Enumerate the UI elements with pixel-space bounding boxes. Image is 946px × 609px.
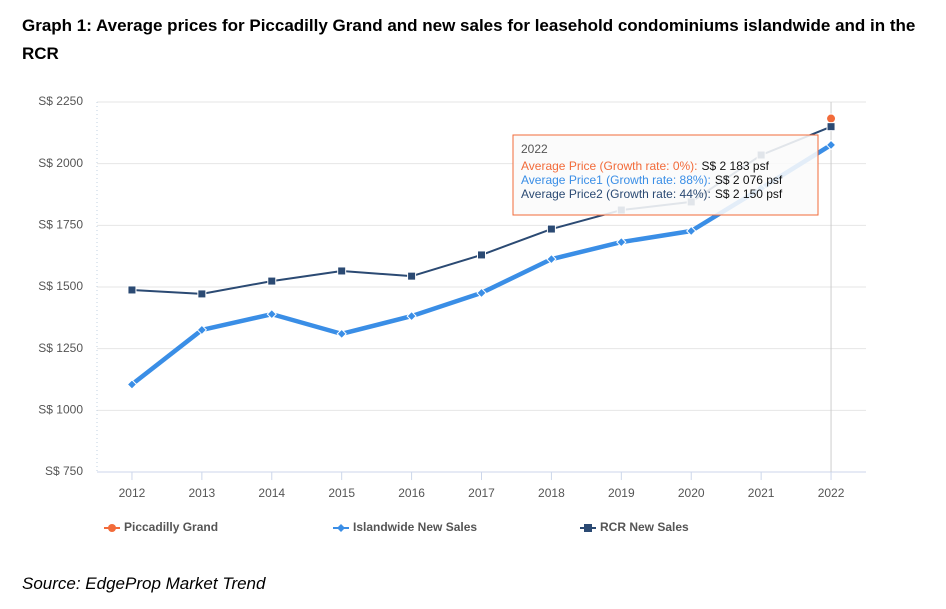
x-tick-label: 2021 xyxy=(748,486,775,500)
tooltip-label: Average Price2 (Growth rate: 44%): xyxy=(521,187,711,201)
legend-label: Piccadilly Grand xyxy=(124,520,218,534)
y-tick-label: S$ 2000 xyxy=(38,156,83,170)
tooltip: 2022 Average Price (Growth rate: 0%): S$ 2… xyxy=(512,134,819,216)
legend-marker xyxy=(108,524,116,532)
marker xyxy=(686,225,697,237)
legend-label: RCR New Sales xyxy=(600,520,689,534)
tooltip-row: Average Price (Growth rate: 0%): S$ 2 183… xyxy=(521,159,770,173)
y-tick-label: S$ 1500 xyxy=(38,279,83,293)
tooltip-value: S$ 2 150 psf xyxy=(715,187,783,201)
tooltip-row: Average Price1 (Growth rate: 88%): S$ 2 0… xyxy=(521,173,783,187)
y-tick-label: S$ 1250 xyxy=(38,341,83,355)
x-tick-label: 2013 xyxy=(189,486,216,500)
marker xyxy=(616,236,627,248)
y-tick-label: S$ 1750 xyxy=(38,218,83,232)
marker xyxy=(126,379,138,390)
x-tick-label: 2018 xyxy=(538,486,565,500)
tooltip-row: Average Price2 (Growth rate: 44%): S$ 2 1… xyxy=(521,187,783,201)
x-tick-label: 2022 xyxy=(818,486,845,500)
tooltip-label: Average Price1 (Growth rate: 88%): xyxy=(521,173,711,187)
y-tick-label: S$ 2250 xyxy=(38,94,83,108)
x-tick-label: 2016 xyxy=(398,486,425,500)
marker xyxy=(406,310,417,322)
marker xyxy=(476,287,487,299)
x-tick-label: 2014 xyxy=(258,486,285,500)
y-tick-label: S$ 1000 xyxy=(38,403,83,417)
chart-title: Graph 1: Average prices for Piccadilly G… xyxy=(22,16,916,63)
x-tick-label: 2020 xyxy=(678,486,705,500)
marker xyxy=(267,276,277,286)
x-tick-label: 2019 xyxy=(608,486,635,500)
marker xyxy=(407,271,417,281)
legend-marker xyxy=(584,524,592,532)
tooltip-title: 2022 xyxy=(521,142,548,156)
tooltip-box xyxy=(512,134,819,216)
x-tick-label: 2015 xyxy=(328,486,355,500)
x-tick-label: 2017 xyxy=(468,486,495,500)
source-note: Source: EdgeProp Market Trend xyxy=(22,574,266,593)
marker xyxy=(546,224,556,234)
marker xyxy=(266,308,277,320)
legend-marker xyxy=(337,524,345,532)
marker xyxy=(826,122,836,132)
tooltip-value: S$ 2 076 psf xyxy=(715,173,783,187)
marker xyxy=(826,113,837,124)
x-tick-label: 2012 xyxy=(119,486,146,500)
tooltip-label: Average Price (Growth rate: 0%): xyxy=(521,159,698,173)
marker xyxy=(197,289,207,299)
marker xyxy=(337,266,347,276)
chart: S$ 750 S$ 1000 S$ 1250 S$ 1500 S$ 1750 S$ 200… xyxy=(38,94,866,534)
y-tick-label: S$ 750 xyxy=(45,464,83,478)
marker xyxy=(127,285,137,295)
marker xyxy=(336,328,347,340)
legend-label: Islandwide New Sales xyxy=(353,520,477,534)
marker xyxy=(825,139,837,151)
marker xyxy=(546,253,557,265)
tooltip-value: S$ 2 183 psf xyxy=(702,159,770,173)
marker xyxy=(196,324,208,336)
marker xyxy=(477,250,486,260)
